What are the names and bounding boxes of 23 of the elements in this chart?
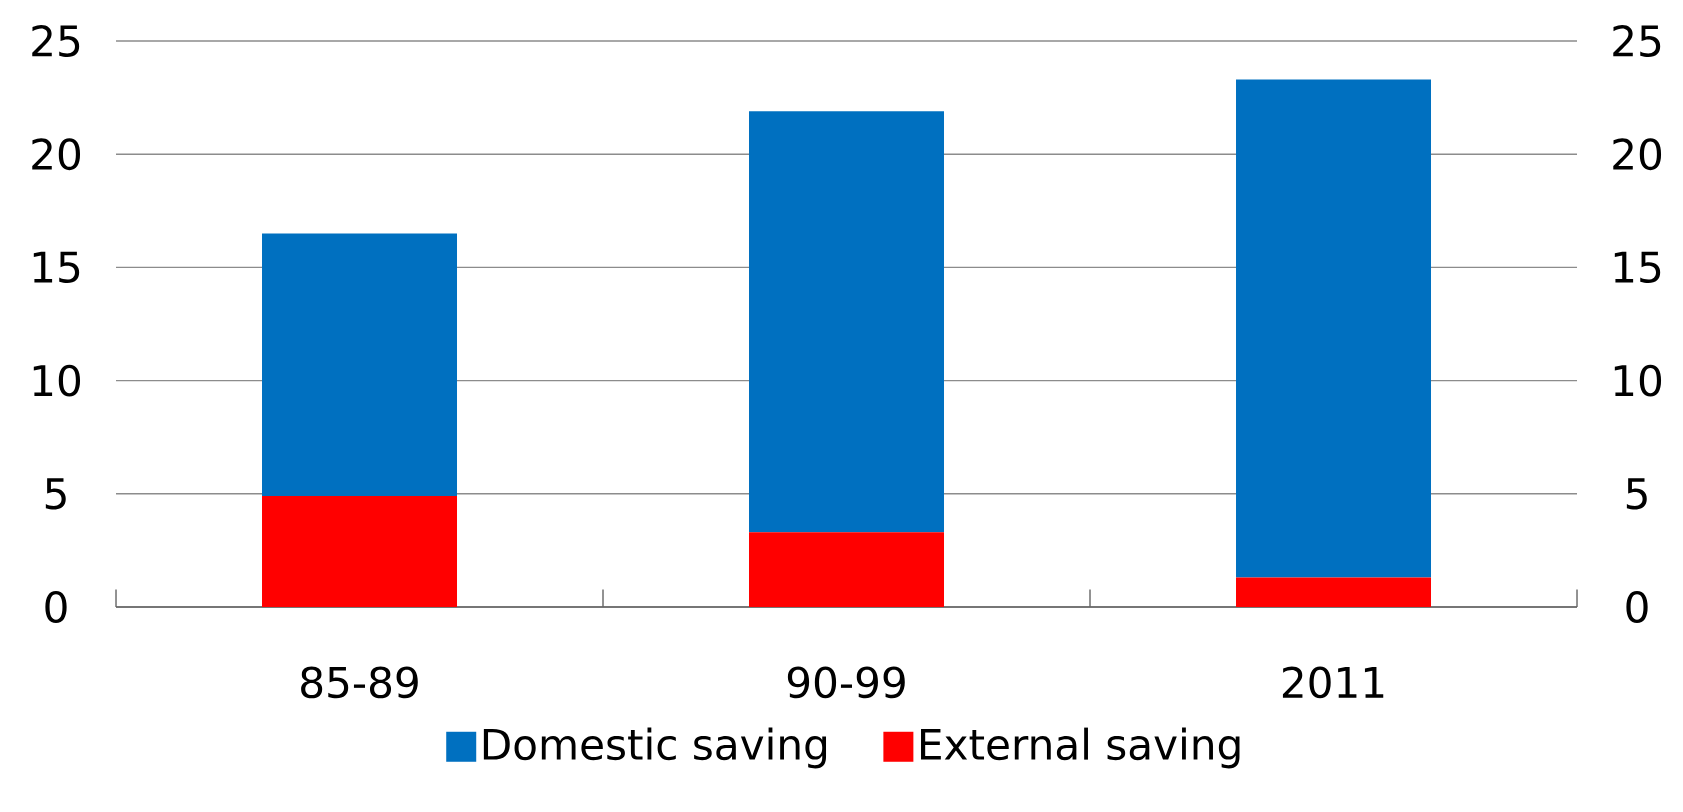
- legend-label: External saving: [921, 727, 1240, 769]
- y-tick-label: 25: [32, 25, 80, 57]
- y2-tick-label: 5: [1626, 478, 1647, 510]
- y-tick-label: 5: [45, 478, 66, 510]
- y2-tick-label: 20: [1613, 138, 1662, 171]
- bar: [1236, 79, 1432, 578]
- bar: [1236, 577, 1432, 607]
- y2-tick-label: 25: [1613, 25, 1661, 57]
- bar: [749, 111, 945, 533]
- y2-tick-label: 10: [1614, 364, 1662, 397]
- bar: [749, 532, 945, 607]
- legend-label: Domestic saving: [483, 727, 827, 769]
- y-tick-label: 15: [33, 251, 80, 284]
- bar: [262, 496, 458, 607]
- x-tick-label: 85-89: [301, 666, 418, 699]
- x-tick-label: 2011: [1282, 666, 1384, 699]
- x-tick-label: 90-99: [787, 666, 905, 699]
- bar: [262, 233, 458, 497]
- y-tick-label: 10: [33, 364, 81, 397]
- y-tick-label: 0: [45, 591, 67, 623]
- y2-tick-label: 0: [1626, 591, 1648, 623]
- y-tick-label: 20: [32, 138, 81, 171]
- y2-tick-label: 15: [1614, 251, 1661, 284]
